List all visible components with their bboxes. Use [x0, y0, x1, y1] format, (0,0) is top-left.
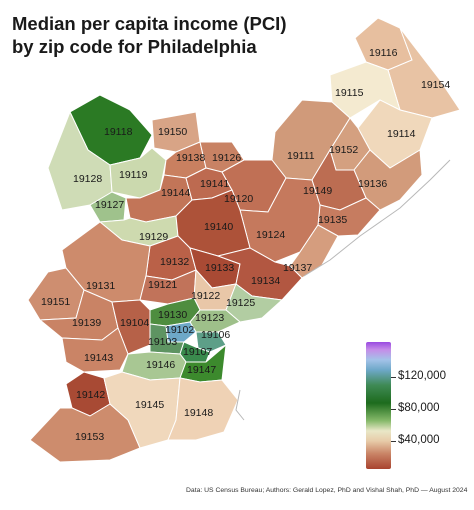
zip-label: 19141 — [200, 178, 229, 190]
zip-region-19143[interactable] — [61, 327, 129, 373]
zip-label: 19124 — [256, 229, 285, 241]
zip-label: 19142 — [76, 389, 105, 401]
map-title: Median per capita income (PCI) by zip co… — [12, 12, 312, 58]
zip-label: 19146 — [146, 359, 175, 371]
zip-label: 19104 — [120, 317, 149, 329]
zip-region-19106[interactable] — [195, 331, 227, 353]
zip-label: 19128 — [73, 173, 102, 185]
zip-label: 19103 — [148, 336, 177, 348]
zip-label: 19145 — [135, 399, 164, 411]
zip-label: 19152 — [329, 144, 358, 156]
zip-label: 19116 — [369, 47, 398, 59]
zip-label: 19140 — [204, 221, 233, 233]
zip-label: 19150 — [158, 126, 187, 138]
legend-tick — [391, 409, 396, 410]
zip-region-19127[interactable] — [89, 191, 127, 223]
source-credit: Data: US Census Bureau; Authors: Gerald … — [186, 487, 468, 494]
legend-tick — [391, 377, 396, 378]
zip-label: 19102 — [165, 324, 194, 336]
zip-label: 19118 — [104, 126, 133, 138]
zip-label: 19123 — [195, 312, 224, 324]
zip-label: 19135 — [318, 214, 347, 226]
zip-label: 19136 — [358, 178, 387, 190]
zip-label: 19153 — [75, 431, 104, 443]
zip-label: 19147 — [187, 364, 216, 376]
zip-label: 19134 — [251, 275, 280, 287]
zip-label: 19132 — [160, 256, 189, 268]
zip-label: 19139 — [72, 317, 101, 329]
zip-region-19119[interactable] — [109, 147, 167, 199]
zip-label: 19133 — [205, 262, 234, 274]
zip-region-19116[interactable] — [354, 17, 413, 71]
legend-label-120k: $120,000 — [398, 370, 446, 382]
zip-label: 19107 — [183, 346, 212, 358]
title-line-1: Median per capita income (PCI) — [12, 13, 287, 34]
zip-label: 19121 — [148, 279, 177, 291]
zip-label: 19151 — [41, 296, 70, 308]
zip-label: 19119 — [119, 169, 148, 181]
zip-label: 19129 — [139, 231, 168, 243]
zip-region-19134[interactable] — [216, 247, 303, 301]
zip-label: 19114 — [387, 128, 416, 140]
zip-label: 19111 — [287, 150, 315, 162]
legend-label-80k: $80,000 — [398, 402, 440, 414]
zip-label: 19143 — [84, 352, 113, 364]
zip-label: 19148 — [184, 407, 213, 419]
zip-label: 19138 — [176, 152, 205, 164]
river-boundary — [235, 159, 451, 421]
zip-label: 19149 — [303, 185, 332, 197]
legend-color-bar — [366, 342, 391, 469]
zip-label: 19137 — [283, 262, 312, 274]
zip-label: 19122 — [191, 290, 220, 302]
zip-label: 19127 — [95, 199, 124, 211]
zip-label: 19130 — [158, 309, 187, 321]
zip-label: 19126 — [212, 152, 241, 164]
title-line-2: by zip code for Philadelphia — [12, 36, 257, 57]
zip-label: 19131 — [86, 280, 115, 292]
zip-label: 19144 — [161, 187, 190, 199]
zip-label: 19154 — [421, 79, 450, 91]
zip-label: 19115 — [335, 87, 364, 99]
zip-label: 19106 — [201, 329, 230, 341]
zip-region-19115[interactable] — [329, 61, 401, 119]
legend-tick — [391, 441, 396, 442]
zip-label: 19120 — [224, 193, 253, 205]
zip-label: 19125 — [226, 297, 255, 309]
legend-label-40k: $40,000 — [398, 434, 440, 446]
